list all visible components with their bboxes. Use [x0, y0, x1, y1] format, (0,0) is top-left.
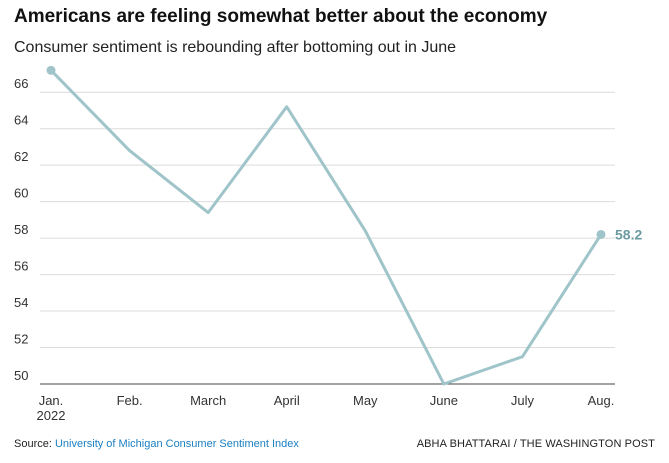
- x-tick-label: June: [430, 393, 458, 408]
- x-tick-label: Feb.: [117, 393, 143, 408]
- x-axis: Jan. Feb. March April May June July Aug. 2022: [37, 393, 615, 423]
- y-tick-label: 64: [14, 113, 28, 128]
- y-axis: 50 52 54 56 58 60 62 64 66: [14, 76, 28, 383]
- y-tick-label: 54: [14, 295, 28, 310]
- source-note: Source: University of Michigan Consumer …: [14, 438, 299, 450]
- y-tick-label: 60: [14, 186, 28, 201]
- x-tick-label: July: [511, 393, 535, 408]
- y-tick-label: 50: [14, 368, 28, 383]
- x-tick-label: March: [190, 393, 226, 408]
- chart-title: Americans are feeling somewhat better ab…: [14, 6, 548, 27]
- y-tick-label: 56: [14, 259, 28, 274]
- gridlines: [40, 91, 615, 385]
- x-tick-label: Jan.: [39, 393, 64, 408]
- credit-line: ABHA BHATTARAI / THE WASHINGTON POST: [416, 438, 655, 450]
- source-link[interactable]: University of Michigan Consumer Sentimen…: [54, 438, 299, 450]
- start-point: [46, 65, 56, 75]
- y-tick-label: 62: [14, 149, 28, 164]
- x-tick-year-label: 2022: [37, 408, 66, 423]
- end-value-label: 58.2: [615, 226, 642, 242]
- y-tick-label: 66: [14, 76, 28, 91]
- x-tick-label: Aug.: [588, 393, 615, 408]
- x-tick-label: May: [353, 393, 378, 408]
- chart-subtitle: Consumer sentiment is rebounding after b…: [14, 39, 457, 56]
- x-tick-label: April: [274, 393, 300, 408]
- source-prefix: Source:: [14, 438, 55, 450]
- end-point: [596, 229, 606, 239]
- series-line: [49, 68, 603, 386]
- y-tick-label: 58: [14, 222, 28, 237]
- series-group: 58.2: [46, 65, 642, 386]
- y-tick-label: 52: [14, 332, 28, 347]
